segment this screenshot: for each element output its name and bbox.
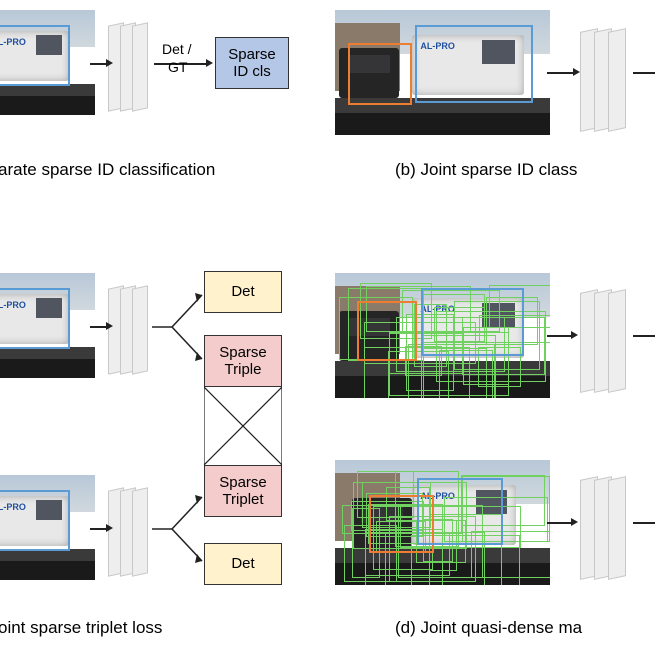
- street-image-c-bot: [0, 475, 95, 580]
- nn-stack-d-bot: [580, 468, 638, 588]
- bbox-orange-icon: [348, 43, 413, 106]
- det-box-bot: Det: [204, 543, 282, 585]
- bbox-blue-icon: [0, 490, 70, 551]
- street-image-c-top: [0, 273, 95, 378]
- caption-d: (d) Joint quasi-dense ma: [395, 618, 582, 638]
- bbox-blue-icon: [415, 25, 533, 103]
- street-image-b: [335, 10, 550, 135]
- cross-connect-icon: [204, 387, 282, 465]
- caption-a: arate sparse ID classification: [0, 160, 215, 180]
- bbox-blue-icon: [0, 288, 70, 349]
- nn-stack-b: [580, 20, 638, 140]
- panel-c: Det Sparse Triple Sparse Triplet Det: [0, 255, 320, 635]
- panel-d: [335, 255, 655, 635]
- bbox-blue-icon: [0, 25, 70, 86]
- sparse-id-cls-box: Sparse ID cls: [215, 37, 289, 89]
- street-image-d-top: [335, 273, 550, 398]
- det-box-top: Det: [204, 271, 282, 313]
- arrow-label-top: Det /: [162, 42, 192, 57]
- arrow-label-bot: GT: [168, 60, 187, 75]
- sparse-triplet-box-bot: Sparse Triplet: [204, 465, 282, 517]
- street-image-a: [0, 10, 95, 115]
- caption-c: oint sparse triplet loss: [0, 618, 162, 638]
- nn-stack-c-bot: [108, 481, 156, 583]
- bbox-orange-icon: [357, 301, 417, 361]
- nn-stack-c-top: [108, 279, 156, 381]
- bbox-blue-icon: [421, 288, 524, 356]
- caption-b: (b) Joint sparse ID class: [395, 160, 577, 180]
- street-image-d-bot: [335, 460, 550, 585]
- panel-b: [335, 10, 655, 210]
- nn-stack-d-top: [580, 281, 638, 401]
- sparse-triple-box-top: Sparse Triple: [204, 335, 282, 387]
- nn-stack-a: [108, 16, 156, 118]
- bbox-blue-icon: [417, 478, 503, 546]
- panel-a: Det / GT Sparse ID cls: [0, 10, 320, 210]
